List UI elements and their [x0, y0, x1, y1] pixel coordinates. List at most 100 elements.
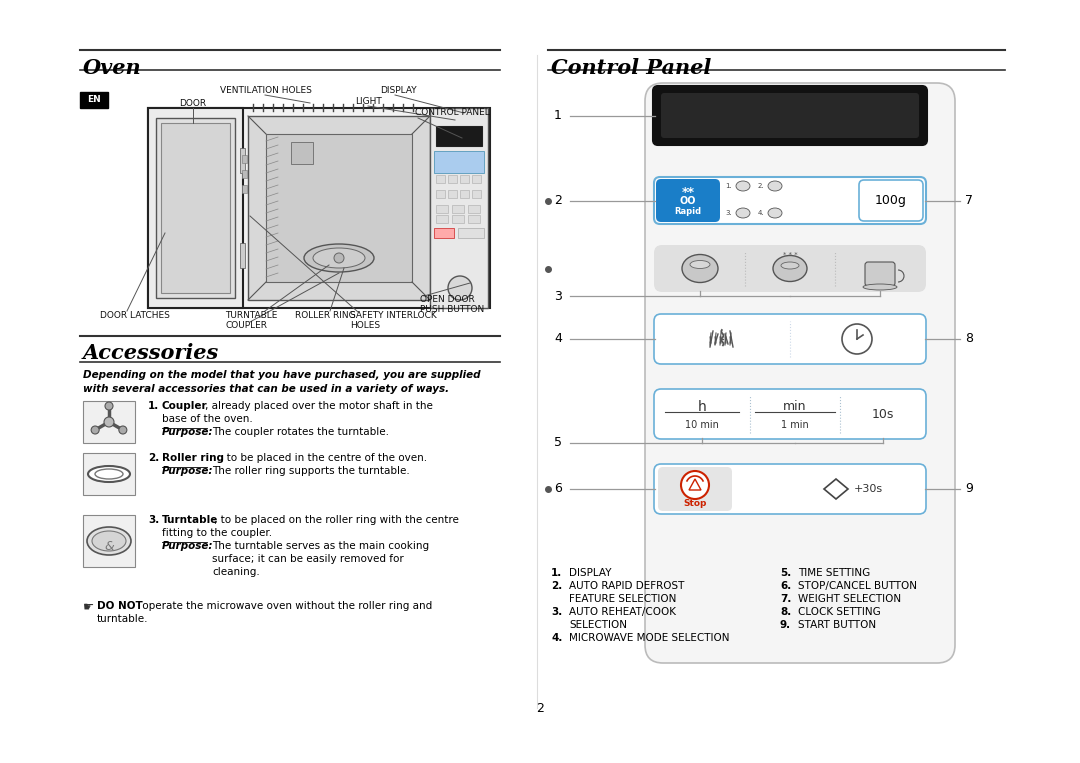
- Text: DISPLAY: DISPLAY: [380, 86, 417, 95]
- Ellipse shape: [87, 527, 131, 555]
- Text: with several accessories that can be used in a variety of ways.: with several accessories that can be use…: [83, 384, 449, 394]
- Text: Oven: Oven: [83, 58, 141, 78]
- Text: , to be placed on the roller ring with the centre: , to be placed on the roller ring with t…: [214, 515, 459, 525]
- Text: 9: 9: [966, 482, 973, 495]
- FancyBboxPatch shape: [654, 245, 926, 292]
- Text: 9.: 9.: [780, 620, 792, 630]
- Text: EN: EN: [87, 95, 100, 105]
- Text: DOOR LATCHES: DOOR LATCHES: [100, 311, 170, 320]
- Bar: [248, 116, 430, 300]
- FancyBboxPatch shape: [654, 389, 926, 439]
- FancyBboxPatch shape: [656, 179, 720, 222]
- Ellipse shape: [735, 208, 750, 218]
- Ellipse shape: [735, 181, 750, 191]
- Text: fitting to the coupler.: fitting to the coupler.: [162, 528, 272, 538]
- Text: 10 min: 10 min: [685, 420, 719, 430]
- Text: COUPLER: COUPLER: [225, 321, 267, 330]
- Text: OPEN DOOR
PUSH BUTTON: OPEN DOOR PUSH BUTTON: [420, 295, 484, 314]
- Text: 2.: 2.: [758, 183, 765, 189]
- Text: Stop: Stop: [684, 499, 706, 508]
- Text: **: **: [681, 186, 694, 199]
- Text: TURNTABLE: TURNTABLE: [225, 311, 278, 320]
- Bar: [161, 123, 230, 293]
- Circle shape: [334, 253, 345, 263]
- Text: The turntable serves as the main cooking: The turntable serves as the main cooking: [212, 541, 429, 551]
- Text: STOP/CANCEL BUTTON: STOP/CANCEL BUTTON: [798, 581, 917, 591]
- Ellipse shape: [313, 248, 365, 268]
- Text: DO NOT: DO NOT: [97, 601, 143, 611]
- Bar: [83, 401, 135, 443]
- Text: The roller ring supports the turntable.: The roller ring supports the turntable.: [212, 466, 409, 476]
- Circle shape: [104, 417, 114, 427]
- Bar: [460, 190, 469, 198]
- Text: CONTROL PANEL: CONTROL PANEL: [415, 108, 489, 117]
- Text: cleaning.: cleaning.: [212, 567, 260, 577]
- Text: 1 min: 1 min: [781, 420, 809, 430]
- Bar: [156, 118, 235, 298]
- Bar: [291, 142, 313, 164]
- Text: 8.: 8.: [780, 607, 792, 617]
- Circle shape: [681, 471, 708, 499]
- Bar: [266, 134, 411, 282]
- Text: 3.: 3.: [148, 515, 159, 525]
- FancyBboxPatch shape: [654, 177, 926, 224]
- Bar: [436, 205, 448, 213]
- Text: 7: 7: [966, 194, 973, 207]
- Ellipse shape: [768, 208, 782, 218]
- FancyBboxPatch shape: [654, 464, 926, 514]
- Text: 5.: 5.: [780, 568, 792, 578]
- Text: ⌇: ⌇: [716, 329, 728, 349]
- Text: 6: 6: [554, 482, 562, 495]
- Text: VENTILATION HOLES: VENTILATION HOLES: [220, 86, 312, 95]
- Text: 2.: 2.: [148, 453, 159, 463]
- Text: DOOR: DOOR: [179, 99, 206, 108]
- Text: surface; it can be easily removed for: surface; it can be easily removed for: [212, 554, 404, 564]
- Bar: [436, 126, 482, 146]
- Ellipse shape: [773, 256, 807, 282]
- Text: 2: 2: [536, 701, 544, 714]
- Text: 7.: 7.: [780, 594, 792, 604]
- Bar: [434, 151, 484, 173]
- Text: operate the microwave oven without the roller ring and: operate the microwave oven without the r…: [139, 601, 432, 611]
- Text: DISPLAY: DISPLAY: [569, 568, 611, 578]
- Bar: [458, 228, 484, 238]
- Text: * * *: * * *: [783, 252, 797, 258]
- Bar: [240, 243, 245, 268]
- Text: 3.: 3.: [725, 210, 732, 216]
- Ellipse shape: [863, 284, 897, 290]
- Circle shape: [91, 426, 99, 434]
- Text: CLOCK SETTING: CLOCK SETTING: [798, 607, 881, 617]
- Text: SAFETY INTERLOCK
HOLES: SAFETY INTERLOCK HOLES: [350, 311, 436, 330]
- Ellipse shape: [768, 181, 782, 191]
- Text: 1.: 1.: [148, 401, 159, 411]
- Polygon shape: [824, 479, 848, 499]
- Bar: [83, 453, 135, 495]
- Text: START BUTTON: START BUTTON: [798, 620, 876, 630]
- Text: AUTO REHEAT/COOK: AUTO REHEAT/COOK: [569, 607, 676, 617]
- Text: Rapid: Rapid: [674, 207, 702, 216]
- Circle shape: [842, 324, 872, 354]
- Text: 2.: 2.: [551, 581, 563, 591]
- Bar: [242, 155, 247, 163]
- Text: Accessories: Accessories: [83, 343, 219, 363]
- FancyBboxPatch shape: [865, 262, 895, 286]
- Text: The coupler rotates the turntable.: The coupler rotates the turntable.: [212, 427, 389, 437]
- Text: Turntable: Turntable: [162, 515, 218, 525]
- FancyBboxPatch shape: [654, 314, 926, 364]
- Text: 2: 2: [554, 194, 562, 207]
- Text: 1.: 1.: [725, 183, 732, 189]
- Text: LIGHT: LIGHT: [355, 97, 381, 106]
- Text: 1.: 1.: [551, 568, 563, 578]
- Text: Control Panel: Control Panel: [551, 58, 712, 78]
- Ellipse shape: [781, 262, 799, 269]
- Bar: [242, 170, 247, 178]
- Bar: [468, 205, 480, 213]
- Text: 100g: 100g: [875, 194, 907, 207]
- Text: ☛: ☛: [83, 601, 94, 614]
- Text: FEATURE SELECTION: FEATURE SELECTION: [569, 594, 676, 604]
- Text: AUTO RAPID DEFROST: AUTO RAPID DEFROST: [569, 581, 685, 591]
- Bar: [83, 515, 135, 567]
- Text: Roller ring: Roller ring: [162, 453, 224, 463]
- Bar: [148, 108, 243, 308]
- Text: , already placed over the motor shaft in the: , already placed over the motor shaft in…: [205, 401, 433, 411]
